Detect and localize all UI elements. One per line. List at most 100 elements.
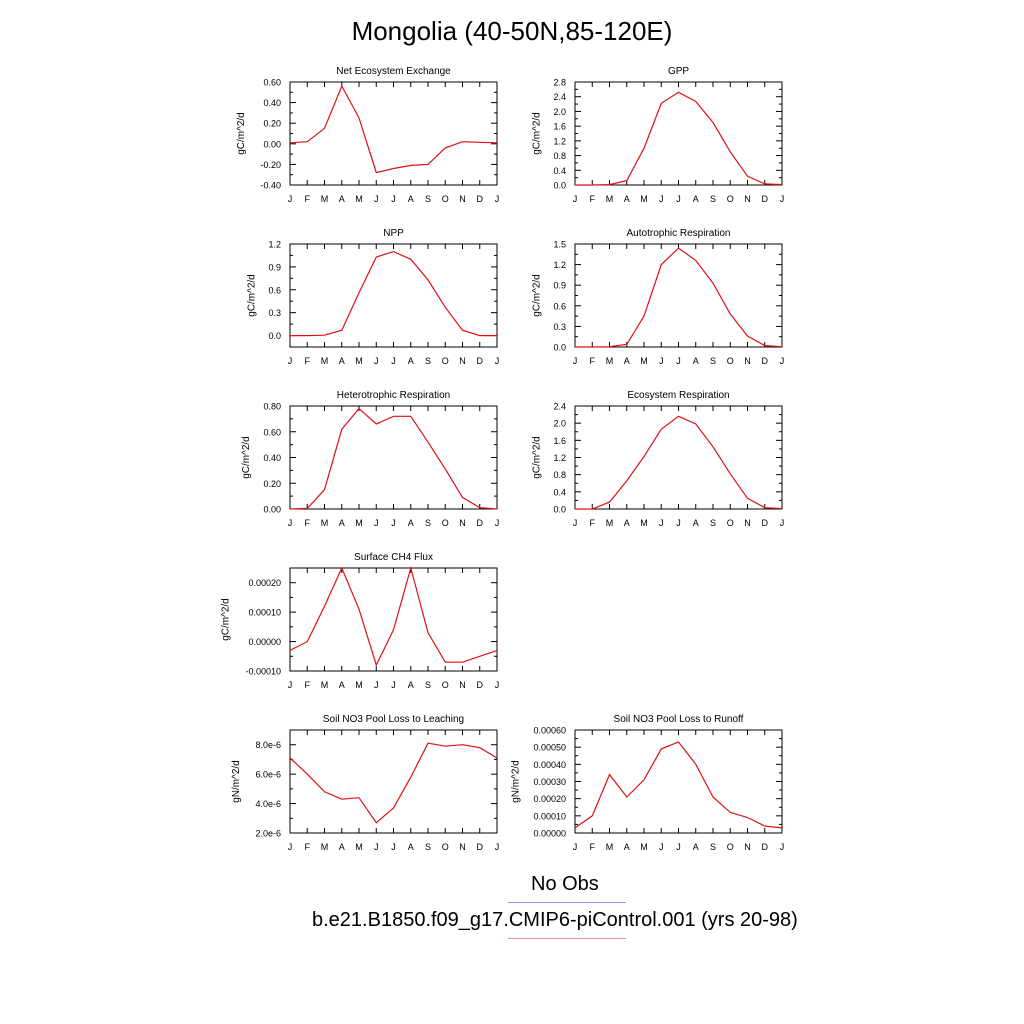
x-tick-label: A bbox=[408, 356, 414, 366]
y-tick-label: 0.00000 bbox=[248, 637, 281, 647]
x-tick-label: J bbox=[780, 194, 785, 204]
x-tick-label: A bbox=[339, 680, 345, 690]
x-tick-label: M bbox=[321, 194, 329, 204]
x-tick-label: O bbox=[727, 356, 734, 366]
x-tick-label: A bbox=[339, 356, 345, 366]
y-tick-label: 6.0e-6 bbox=[255, 770, 281, 780]
y-tick-label: 0.80 bbox=[263, 402, 281, 412]
y-tick-label: 1.5 bbox=[553, 240, 566, 250]
x-tick-label: J bbox=[288, 356, 293, 366]
page-title: Mongolia (40-50N,85-120E) bbox=[351, 16, 673, 46]
x-tick-label: J bbox=[659, 842, 664, 852]
x-tick-label: M bbox=[355, 518, 363, 528]
x-tick-label: N bbox=[459, 518, 466, 528]
x-tick-label: A bbox=[693, 842, 699, 852]
series-line bbox=[575, 247, 783, 348]
panel-title: Surface CH4 Flux bbox=[354, 552, 433, 563]
series-line bbox=[575, 91, 783, 186]
y-tick-label: 0.00020 bbox=[248, 578, 281, 588]
x-tick-label: S bbox=[425, 842, 431, 852]
x-tick-label: D bbox=[762, 842, 769, 852]
y-axis-label: gC/m^2/d bbox=[241, 436, 252, 479]
x-tick-label: A bbox=[408, 842, 414, 852]
y-axis-label: gC/m^2/d bbox=[220, 598, 231, 641]
x-tick-label: A bbox=[408, 680, 414, 690]
x-tick-label: J bbox=[374, 194, 379, 204]
y-tick-label: 2.4 bbox=[553, 402, 566, 412]
x-tick-label: J bbox=[676, 842, 681, 852]
y-tick-label: 0.40 bbox=[263, 98, 281, 108]
plot-frame bbox=[289, 81, 498, 186]
plot-frame bbox=[289, 567, 498, 672]
x-tick-label: J bbox=[495, 842, 500, 852]
y-tick-label: 2.0 bbox=[553, 419, 566, 429]
x-tick-label: M bbox=[606, 194, 614, 204]
legend-label-obs: No Obs bbox=[531, 873, 599, 895]
x-tick-label: A bbox=[339, 518, 345, 528]
x-tick-label: M bbox=[321, 842, 329, 852]
y-tick-label: -0.20 bbox=[260, 160, 281, 170]
x-tick-label: J bbox=[676, 356, 681, 366]
y-tick-label: 1.2 bbox=[268, 240, 281, 250]
x-tick-label: J bbox=[573, 356, 578, 366]
x-tick-label: S bbox=[710, 842, 716, 852]
x-tick-label: J bbox=[573, 194, 578, 204]
x-tick-label: O bbox=[727, 518, 734, 528]
y-tick-label: 1.6 bbox=[553, 436, 566, 446]
x-tick-label: O bbox=[442, 518, 449, 528]
y-axis-label: gN/m^2/d bbox=[231, 760, 242, 803]
x-tick-label: N bbox=[459, 842, 466, 852]
x-tick-label: S bbox=[425, 194, 431, 204]
y-axis-label: gN/m^2/d bbox=[511, 760, 522, 803]
y-tick-label: 0.9 bbox=[553, 281, 566, 291]
x-tick-label: S bbox=[710, 518, 716, 528]
x-tick-label: J bbox=[780, 842, 785, 852]
y-tick-label: 1.2 bbox=[553, 136, 566, 146]
series-line bbox=[289, 565, 498, 667]
y-tick-label: 0.6 bbox=[268, 285, 281, 295]
y-axis-label: gC/m^2/d bbox=[246, 274, 257, 317]
x-tick-label: J bbox=[374, 518, 379, 528]
y-axis-label: gC/m^2/d bbox=[531, 274, 542, 317]
x-tick-label: A bbox=[624, 194, 630, 204]
legend-line-model bbox=[508, 938, 626, 939]
y-tick-label: 0.00050 bbox=[533, 743, 566, 753]
x-tick-label: F bbox=[305, 194, 311, 204]
x-tick-label: J bbox=[288, 842, 293, 852]
x-tick-label: M bbox=[606, 842, 614, 852]
plot-frame bbox=[574, 243, 783, 348]
series-line bbox=[289, 742, 498, 824]
y-tick-label: 2.8 bbox=[553, 78, 566, 88]
panel-title: Ecosystem Respiration bbox=[627, 390, 729, 401]
x-tick-label: F bbox=[305, 680, 311, 690]
y-tick-label: 0.60 bbox=[263, 427, 281, 437]
x-tick-label: D bbox=[477, 680, 484, 690]
x-tick-label: D bbox=[762, 518, 769, 528]
x-tick-label: N bbox=[459, 194, 466, 204]
x-tick-label: N bbox=[744, 518, 751, 528]
x-tick-label: M bbox=[606, 356, 614, 366]
x-tick-label: J bbox=[659, 356, 664, 366]
x-tick-label: J bbox=[780, 356, 785, 366]
x-tick-label: F bbox=[590, 194, 596, 204]
panel-title: Soil NO3 Pool Loss to Leaching bbox=[323, 714, 464, 725]
x-tick-label: S bbox=[710, 194, 716, 204]
y-tick-label: 0.00020 bbox=[533, 794, 566, 804]
x-tick-label: M bbox=[640, 356, 648, 366]
plot-frame bbox=[574, 405, 783, 510]
y-tick-label: 8.0e-6 bbox=[255, 740, 281, 750]
x-tick-label: F bbox=[305, 842, 311, 852]
y-tick-label: 1.6 bbox=[553, 122, 566, 132]
y-tick-label: 0.4 bbox=[553, 487, 566, 497]
y-tick-label: 0.00040 bbox=[533, 760, 566, 770]
x-tick-label: J bbox=[495, 356, 500, 366]
panel-title: Soil NO3 Pool Loss to Runoff bbox=[614, 714, 744, 725]
x-tick-label: J bbox=[573, 518, 578, 528]
series-line bbox=[290, 250, 497, 337]
